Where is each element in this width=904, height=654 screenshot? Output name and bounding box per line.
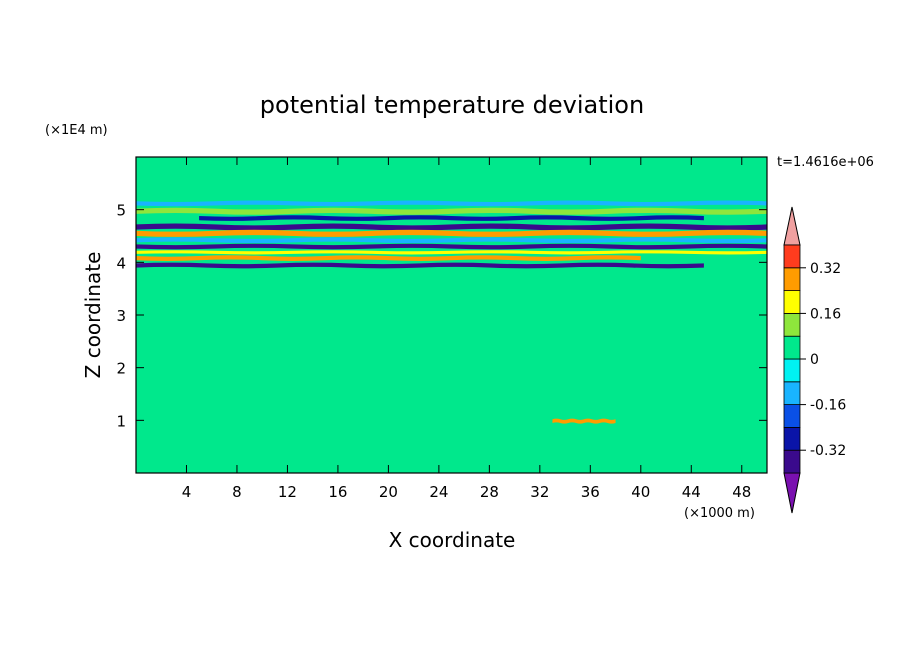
- x-tick-label: 44: [682, 483, 701, 501]
- contour-band: [136, 314, 767, 322]
- colorbar-tick-label: 0: [810, 352, 819, 368]
- contour-band: [199, 215, 704, 221]
- x-tick-label: 8: [232, 483, 242, 501]
- y-axis-label: Z coordinate: [81, 252, 105, 379]
- x-unit-label: (×1000 m): [684, 506, 755, 521]
- contour-band: [136, 457, 767, 473]
- colorbar-segment: [783, 335, 801, 360]
- colorbar-segment: [783, 312, 801, 337]
- contour-band: [136, 229, 767, 237]
- x-tick-label: 4: [182, 483, 192, 501]
- colorbar-under-arrow: [783, 472, 801, 514]
- contour-band: [136, 250, 767, 255]
- x-tick-label: 16: [328, 483, 347, 501]
- x-axis-label: X coordinate: [389, 528, 516, 552]
- colorbar-segment: [783, 449, 801, 474]
- contour-band: [136, 425, 767, 450]
- colorbar-tick-label: 0.32: [810, 261, 841, 277]
- colorbar-over-arrow: [783, 206, 801, 246]
- contour-band: [136, 200, 767, 207]
- contour-band: [136, 332, 767, 343]
- contour-band: [136, 350, 767, 362]
- colorbar-tick-label: -0.16: [810, 398, 846, 414]
- contour-band: [136, 395, 767, 406]
- x-tick-label: 24: [429, 483, 448, 501]
- contour-band: [136, 171, 767, 183]
- contour-band: [136, 374, 767, 385]
- contour-band: [136, 223, 767, 231]
- x-tick-label: 36: [581, 483, 600, 501]
- colorbar-segment: [783, 381, 801, 405]
- y-tick-label: 1: [116, 412, 126, 430]
- contour-band: [136, 295, 767, 306]
- contour-band: [136, 255, 641, 261]
- colorbar-segment: [783, 267, 801, 291]
- colorbar-segment: [783, 404, 801, 428]
- x-tick-label: 32: [530, 483, 549, 501]
- x-tick-label: 12: [278, 483, 297, 501]
- chart-title: potential temperature deviation: [260, 91, 644, 119]
- y-tick-label: 5: [116, 202, 126, 220]
- contour-band: [136, 192, 767, 201]
- colorbar-tick-label: -0.32: [810, 443, 846, 459]
- contour-band: [136, 262, 704, 269]
- contour-band: [552, 418, 616, 424]
- colorbar-segment: [783, 426, 801, 451]
- colorbar-tick-label: 0.16: [810, 306, 841, 322]
- x-tick-label: 28: [480, 483, 499, 501]
- colorbar-segment: [783, 358, 801, 383]
- colorbar-segment: [783, 290, 801, 314]
- colorbar: 0.32 0.16 0 -0.16 -0.32: [783, 206, 846, 514]
- x-tick-label: 20: [379, 483, 398, 501]
- time-label: t=1.4616e+06: [777, 155, 874, 170]
- y-unit-label: (×1E4 m): [45, 123, 108, 138]
- contour-band: [136, 243, 767, 250]
- contour-band: [136, 269, 767, 277]
- y-tick-label: 4: [116, 254, 126, 272]
- y-tick-label: 3: [116, 307, 126, 325]
- y-tick-label: 2: [116, 360, 126, 378]
- contour-band: [136, 237, 767, 244]
- colorbar-segment: [783, 244, 801, 269]
- contour-band: [136, 207, 767, 215]
- x-tick-label: 48: [732, 483, 751, 501]
- x-tick-label: 40: [631, 483, 650, 501]
